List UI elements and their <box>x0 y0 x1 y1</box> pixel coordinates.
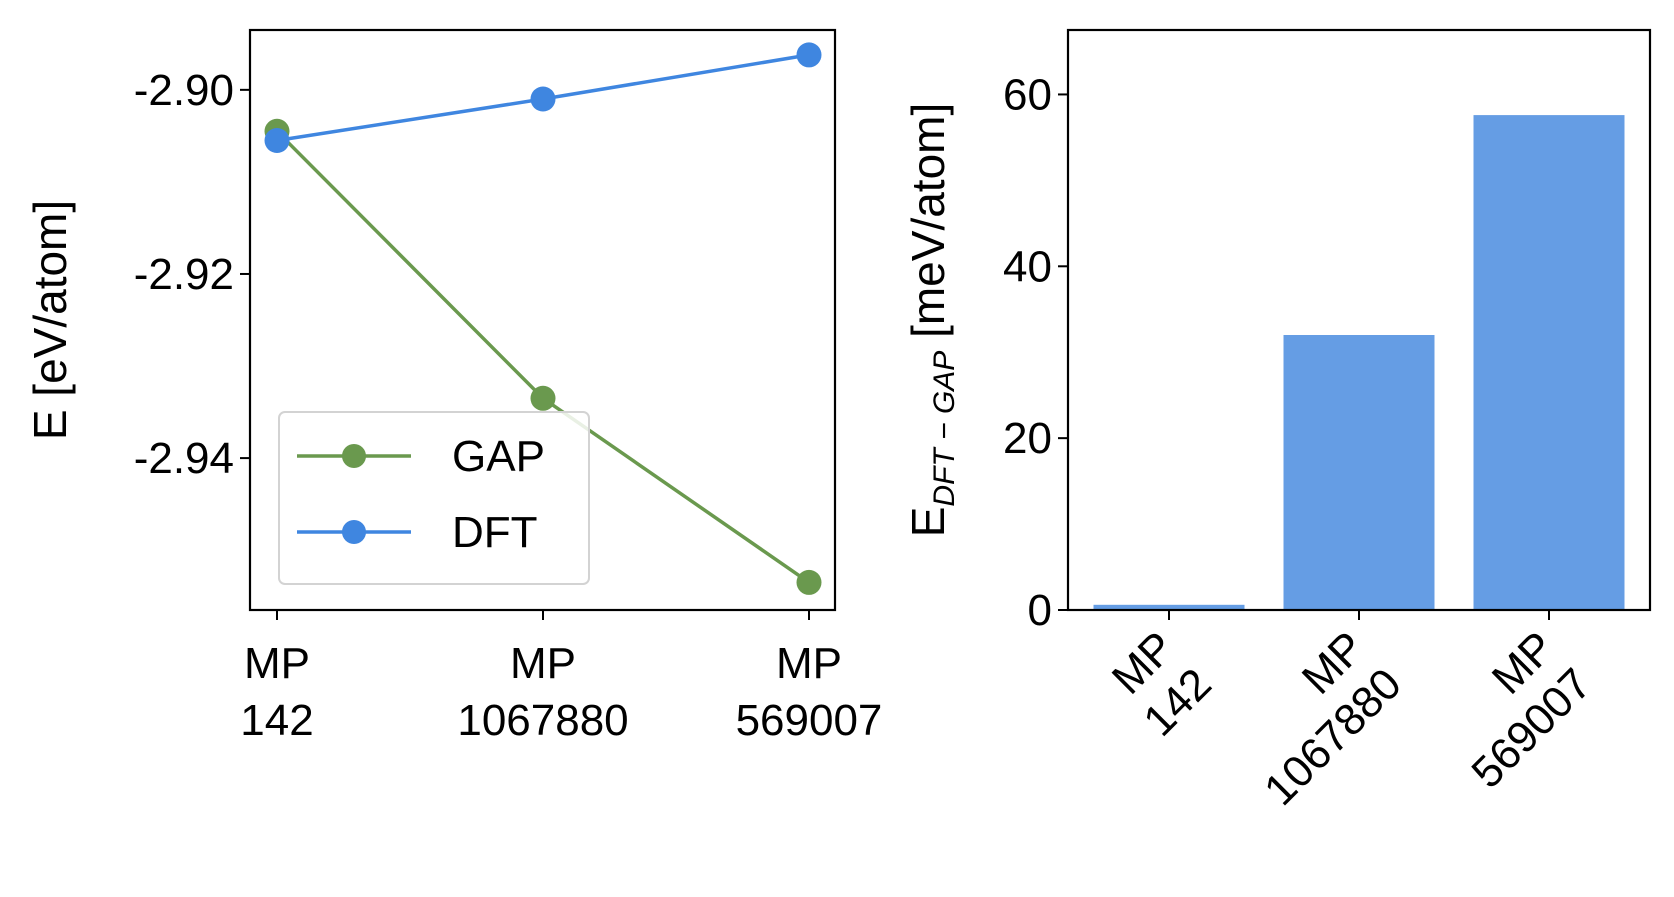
bar-2 <box>1473 115 1625 610</box>
y-tick-label: -2.94 <box>134 434 234 483</box>
x-tick-label-line: MP <box>244 639 310 688</box>
y-tick-label: 20 <box>1003 414 1052 463</box>
bar-chart-x-axis: MP142 MP1067880 MP569007 <box>1098 610 1601 815</box>
x-tick-label-line: 142 <box>240 696 313 745</box>
data-point-dft-2 <box>796 42 822 68</box>
bar-chart-y-axis: 0 20 40 60 <box>1003 70 1068 635</box>
data-point-gap-1 <box>530 385 556 411</box>
x-tick-label: MP1067880 <box>1218 622 1411 815</box>
data-point-dft-1 <box>530 86 556 112</box>
data-point-dft-0 <box>264 128 290 153</box>
x-tick-label: MP 569007 <box>736 639 883 745</box>
legend-gap-marker <box>342 444 366 468</box>
x-tick-label-line: 569007 <box>736 696 883 745</box>
x-tick-label: MP 1067880 <box>457 639 628 745</box>
x-tick-label-line: 1067880 <box>457 696 628 745</box>
bar-chart-y-title-unit: [meV/atom] <box>902 103 954 351</box>
y-tick-label: 0 <box>1028 586 1052 635</box>
legend-label-gap: GAP <box>452 432 545 481</box>
x-tick-label: MP 142 <box>240 639 313 745</box>
line-chart: -2.94 -2.92 -2.90 MP 142 MP 1067880 MP 569007 E… <box>24 28 882 745</box>
line-chart-x-axis: MP 142 MP 1067880 MP 569007 <box>240 610 882 745</box>
line-chart-legend: GAP DFT <box>278 411 590 585</box>
x-tick-label: MP142 <box>1098 622 1221 745</box>
bar-chart: 0 20 40 60 MP142 MP1067880 MP569007 EDFT − GA… <box>902 28 1652 815</box>
bar-chart-y-title-main: E <box>902 507 954 538</box>
y-tick-label: -2.92 <box>134 250 234 299</box>
bar-chart-marks <box>1093 115 1625 610</box>
bar-chart-y-axis-title: EDFT − GAP [meV/atom] <box>902 103 961 538</box>
line-chart-marks <box>264 42 822 595</box>
data-point-gap-2 <box>796 569 822 595</box>
legend-label-dft: DFT <box>452 508 538 557</box>
line-chart-y-axis: -2.94 -2.92 -2.90 <box>134 66 250 483</box>
x-tick-label-line: MP <box>510 639 576 688</box>
bar-chart-y-title-subscript: DFT − GAP <box>928 351 961 507</box>
y-tick-label: 40 <box>1003 242 1052 291</box>
bar-0 <box>1093 604 1245 610</box>
x-tick-label-line: MP <box>776 639 842 688</box>
y-tick-label: 60 <box>1003 70 1052 119</box>
legend-dft-marker <box>342 520 366 544</box>
x-tick-label: MP569007 <box>1426 622 1601 797</box>
y-tick-label: -2.90 <box>134 66 234 115</box>
line-chart-y-axis-title: E [eV/atom] <box>24 200 76 440</box>
bar-1 <box>1283 335 1435 610</box>
